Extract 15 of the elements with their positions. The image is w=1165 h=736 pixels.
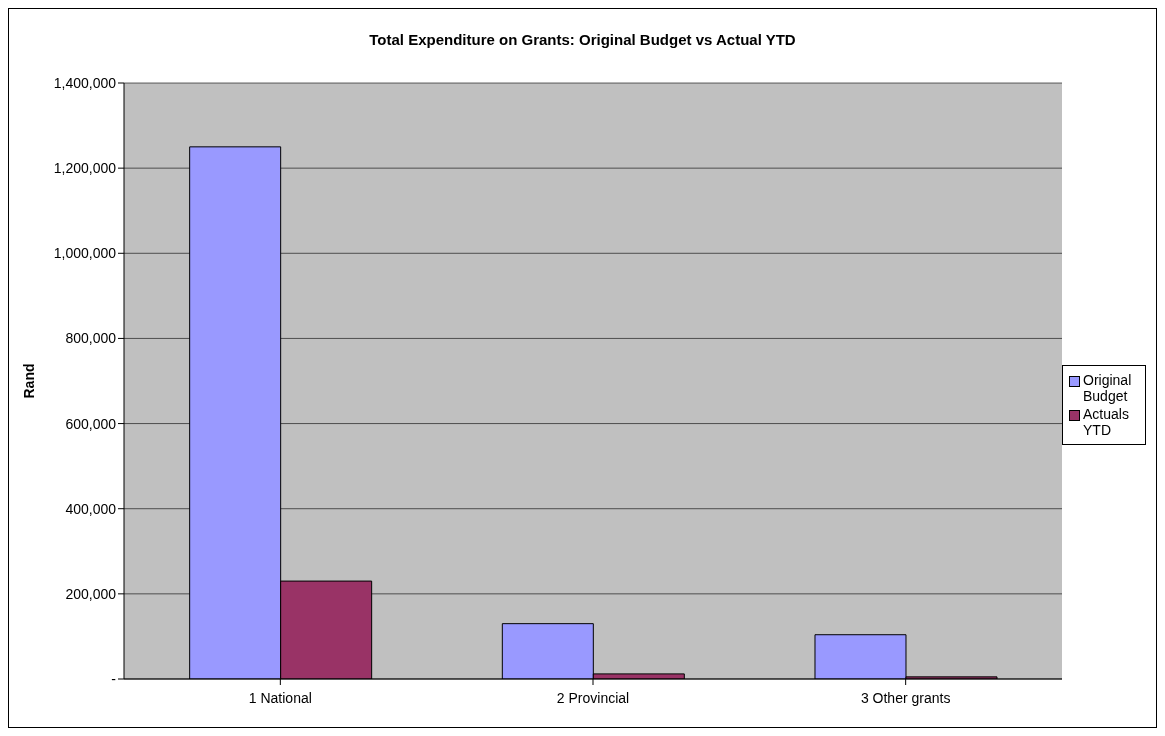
y-tick-label: 400,000 — [65, 500, 117, 517]
y-tick-label: 1,400,000 — [53, 74, 117, 91]
y-tick-label: 1,200,000 — [53, 160, 117, 177]
y-tick-label: 600,000 — [65, 415, 117, 432]
y-tick-label: 1,000,000 — [53, 245, 117, 262]
y-tick-label: 800,000 — [65, 330, 117, 347]
x-tick-label: 3 Other grants — [860, 689, 951, 706]
x-tick-label: 1 National — [248, 689, 312, 706]
y-axis-title: Rand — [20, 363, 37, 399]
y-tick-label: - — [111, 670, 117, 687]
legend-label: Actuals YTD — [1083, 406, 1130, 438]
chart-title: Total Expenditure on Grants: Original Budget vs Actual YTD — [368, 30, 797, 50]
x-tick-label: 2 Provincial — [556, 689, 630, 706]
y-tick-label: 200,000 — [65, 585, 117, 602]
legend-label: Original Budget — [1083, 372, 1133, 404]
